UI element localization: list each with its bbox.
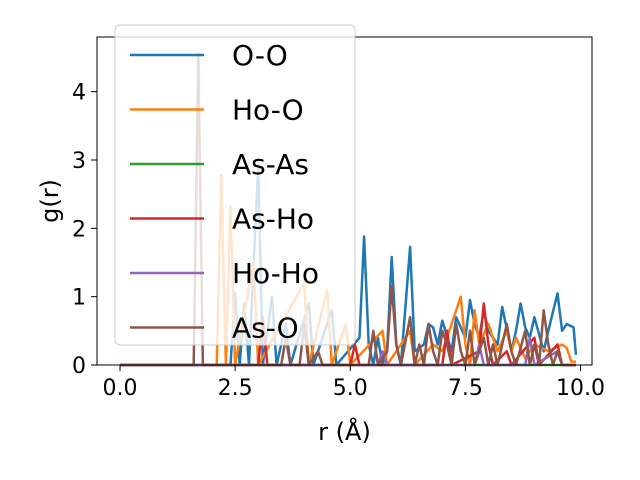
x-axis-label: r (Å) [318, 417, 371, 446]
y-axis-label: g(r) [36, 179, 64, 223]
legend-label: Ho-O [232, 94, 304, 127]
y-tick-label: 1 [72, 286, 86, 311]
y-tick-label: 2 [72, 217, 86, 242]
x-tick-label: 2.5 [218, 376, 253, 401]
y-tick-label: 4 [72, 81, 86, 106]
x-tick-label: 5.0 [333, 376, 368, 401]
x-axis: 0.0 2.5 5.0 7.5 10.0 [103, 365, 605, 401]
legend-label: As-Ho [232, 203, 314, 236]
legend-box [114, 24, 356, 346]
legend-label: As-As [232, 148, 309, 181]
y-axis: 0 1 2 3 4 [72, 81, 97, 379]
x-tick-label: 0.0 [103, 376, 138, 401]
legend-label: Ho-Ho [232, 257, 319, 290]
x-tick-label: 7.5 [448, 376, 483, 401]
x-tick-label: 10.0 [556, 376, 605, 401]
y-tick-label: 0 [72, 354, 86, 379]
legend: O-O Ho-O As-As As-Ho Ho-Ho As-O [114, 24, 356, 346]
y-tick-label: 3 [72, 149, 86, 174]
legend-label: O-O [232, 39, 288, 72]
legend-label: As-O [232, 312, 299, 345]
